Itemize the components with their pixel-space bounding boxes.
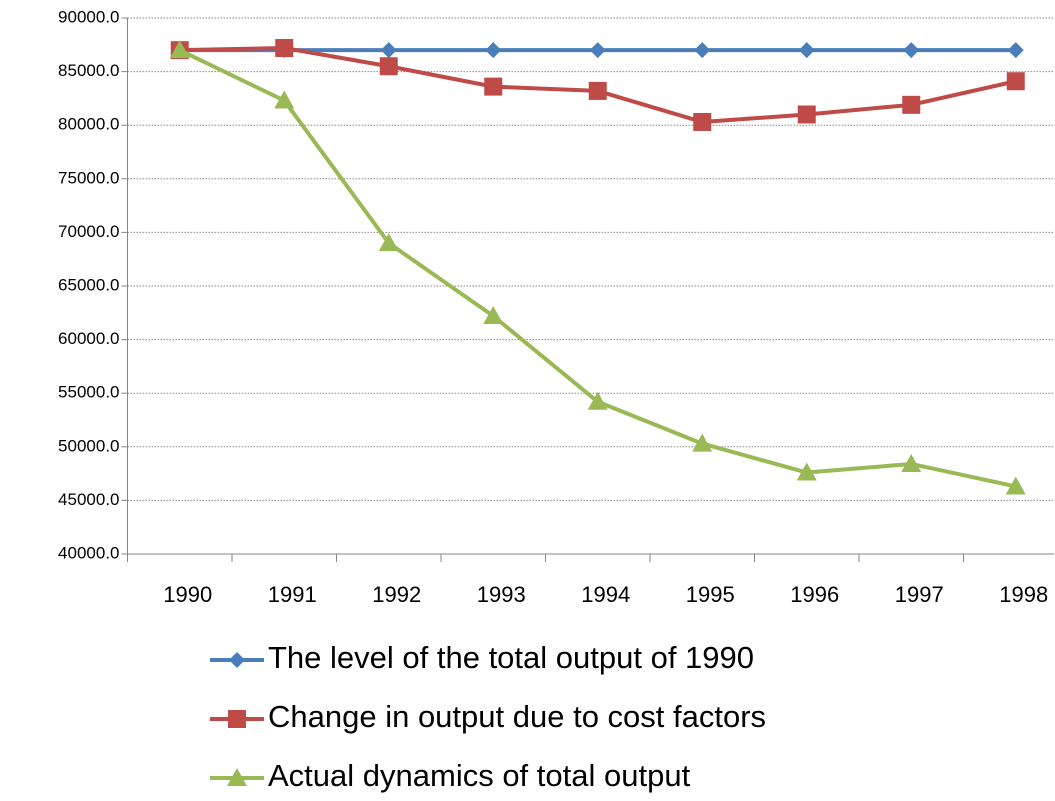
x-tick-label: 1992 bbox=[372, 582, 421, 607]
data-point bbox=[380, 42, 397, 59]
y-tick-label: 80000.0 bbox=[58, 115, 119, 134]
x-tick-label: 1996 bbox=[790, 582, 839, 607]
data-point bbox=[589, 42, 606, 59]
series-line bbox=[178, 48, 1017, 489]
legend-label: The level of the total output of 1990 bbox=[268, 640, 754, 675]
y-tick-label: 70000.0 bbox=[58, 222, 119, 241]
data-point bbox=[902, 95, 921, 114]
data-point bbox=[378, 233, 399, 252]
data-point bbox=[169, 40, 190, 59]
data-point bbox=[901, 453, 922, 472]
legend-marker bbox=[227, 768, 247, 786]
data-point bbox=[796, 462, 817, 481]
x-tick-label: 1991 bbox=[268, 582, 317, 607]
y-tick-label: 60000.0 bbox=[58, 329, 119, 348]
y-tick-label: 90000.0 bbox=[58, 7, 119, 26]
data-point bbox=[1006, 72, 1025, 91]
y-tick-label: 55000.0 bbox=[58, 383, 119, 402]
data-point bbox=[274, 90, 295, 109]
data-point bbox=[798, 42, 815, 59]
data-point bbox=[694, 42, 711, 59]
y-tick-label: 50000.0 bbox=[58, 436, 119, 455]
legend-label: Change in output due to cost factors bbox=[268, 699, 766, 734]
x-tick-label: 1995 bbox=[686, 582, 735, 607]
x-tick-label: 1998 bbox=[999, 582, 1048, 607]
data-point bbox=[692, 433, 713, 452]
data-point bbox=[379, 57, 398, 76]
x-tick-label: 1994 bbox=[581, 582, 630, 607]
legend-marker bbox=[228, 710, 246, 728]
y-tick-label: 45000.0 bbox=[58, 490, 119, 509]
y-tick-label: 65000.0 bbox=[58, 275, 119, 294]
legend-marker bbox=[229, 652, 245, 668]
data-point bbox=[693, 112, 712, 131]
data-point bbox=[588, 81, 607, 100]
data-point bbox=[1007, 42, 1024, 59]
data-point bbox=[797, 105, 816, 124]
data-point bbox=[483, 306, 504, 325]
y-tick-label: 40000.0 bbox=[58, 543, 119, 562]
legend-label: Actual dynamics of total output bbox=[268, 758, 691, 793]
data-point bbox=[903, 42, 920, 59]
y-tick-label: 75000.0 bbox=[58, 168, 119, 187]
x-tick-label: 1993 bbox=[477, 582, 526, 607]
x-tick-label: 1990 bbox=[163, 582, 212, 607]
y-tick-label: 85000.0 bbox=[58, 61, 119, 80]
data-point bbox=[1005, 476, 1026, 495]
data-point bbox=[587, 391, 608, 410]
x-tick-label: 1997 bbox=[895, 582, 944, 607]
data-point bbox=[485, 42, 502, 59]
data-point bbox=[484, 77, 503, 96]
data-point bbox=[275, 39, 294, 58]
